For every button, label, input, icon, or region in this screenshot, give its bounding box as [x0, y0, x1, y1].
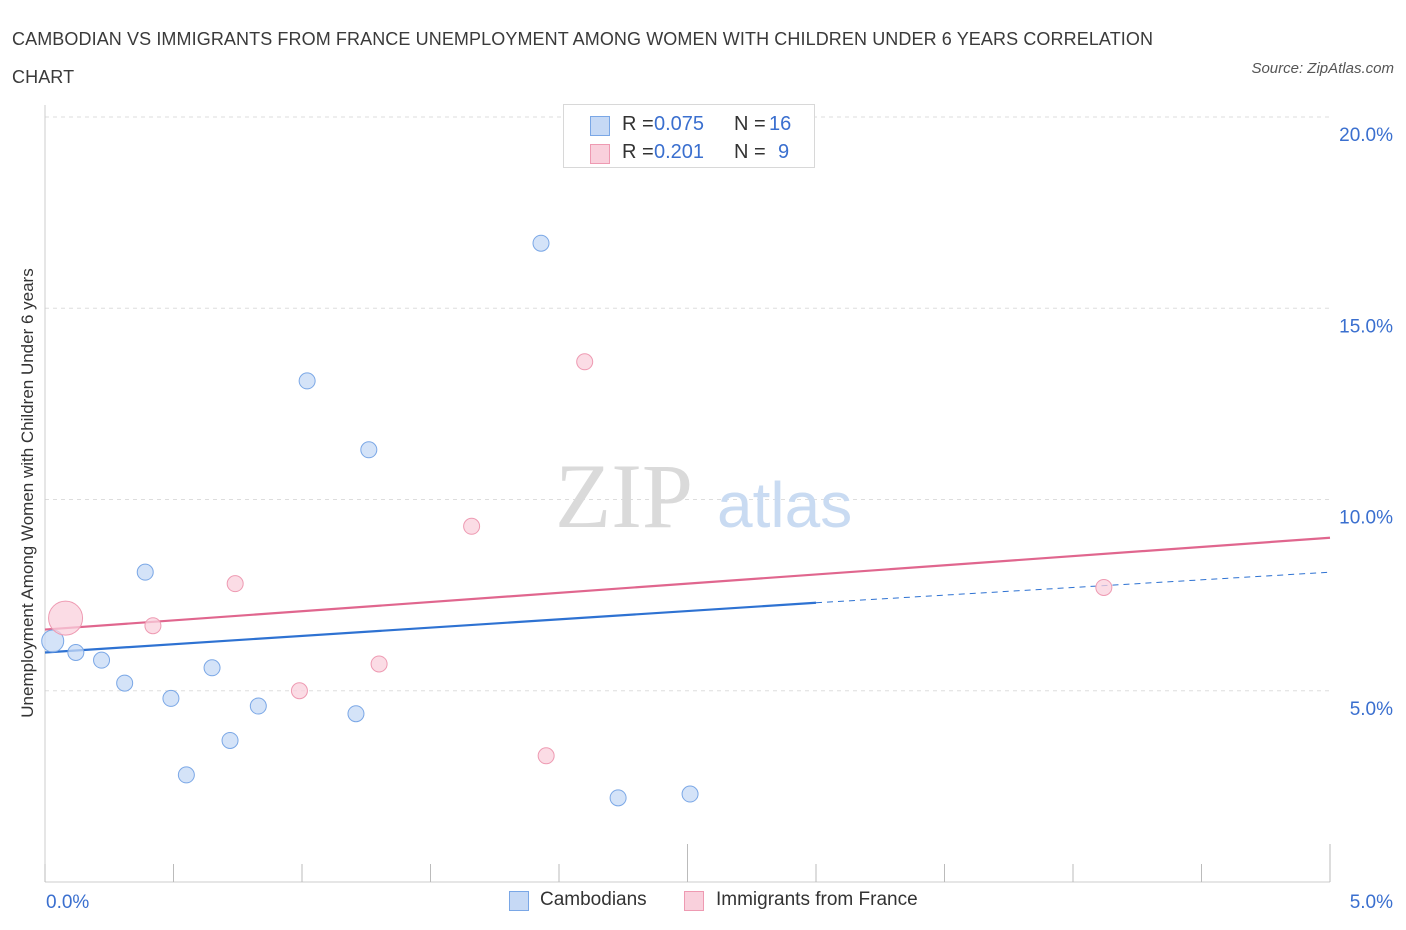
data-point-cambodians [177, 766, 195, 784]
data-point-france [226, 575, 244, 593]
source-label: Source: ZipAtlas.com [1251, 60, 1394, 77]
data-point-cambodians [681, 785, 699, 803]
data-point-france [537, 747, 555, 765]
n-value: 9 [778, 141, 790, 163]
data-point-cambodians [162, 689, 180, 707]
x-tick-label: 0.0% [46, 892, 89, 913]
data-point-cambodians [136, 563, 154, 581]
x-tick-label: 5.0% [1350, 892, 1393, 913]
data-point-france [576, 353, 594, 371]
data-point-cambodians [249, 697, 267, 715]
data-point-cambodians [67, 644, 85, 661]
gridlines [45, 116, 1330, 692]
data-point-cambodians [203, 659, 221, 677]
watermark: ZIP atlas [555, 445, 852, 547]
data-point-france [290, 682, 308, 700]
data-point-cambodians [116, 674, 134, 692]
data-point-cambodians [609, 789, 627, 807]
france-legend-swatch [684, 891, 704, 911]
n-label: N = [734, 141, 766, 163]
tick-labels: 5.0% 10.0% 15.0% 20.0% 0.0% 5.0% [46, 125, 1393, 913]
r-value: 0.201 [654, 141, 705, 163]
stats-legend: R = 0.075 N = 16 R = 0.201 N = 9 [563, 104, 815, 168]
y-tick-label: 10.0% [1339, 508, 1393, 529]
data-point-cambodians [360, 441, 378, 459]
cambodians-legend-label: Cambodians [540, 889, 647, 910]
n-value: 16 [769, 113, 792, 135]
watermark-atlas: atlas [717, 469, 852, 541]
stats-row-france: R = 0.201 N = 9 [564, 139, 814, 167]
cambodians-legend-swatch [509, 891, 529, 911]
r-label: R = [622, 141, 654, 163]
data-point-france [463, 517, 481, 535]
data-point-france [1095, 578, 1113, 596]
y-tick-label: 5.0% [1350, 699, 1393, 720]
n-label: N = [734, 113, 766, 135]
trend-line-cambodians [44, 601, 817, 654]
trend-lines [44, 536, 1331, 654]
trend-line-extension [815, 571, 1331, 604]
cambodians-swatch [590, 116, 610, 136]
data-point-cambodians [93, 651, 111, 669]
france-legend-label: Immigrants from France [716, 889, 918, 910]
data-point-cambodians [298, 372, 316, 390]
y-tick-label: 20.0% [1339, 125, 1393, 146]
data-point-france [48, 600, 84, 636]
data-point-france [144, 617, 162, 635]
trend-line-france [44, 536, 1331, 631]
stats-row-cambodians: R = 0.075 N = 16 [564, 111, 814, 139]
r-label: R = [622, 113, 654, 135]
data-point-cambodians [532, 234, 550, 252]
y-tick-label: 15.0% [1339, 316, 1393, 337]
data-points [41, 234, 1113, 807]
data-point-cambodians [221, 731, 239, 749]
data-point-cambodians [41, 629, 65, 653]
france-swatch [590, 144, 610, 164]
data-point-cambodians [347, 705, 365, 723]
r-value: 0.075 [654, 113, 705, 135]
axes [44, 105, 1331, 883]
data-point-france [370, 655, 388, 673]
chart-title: CAMBODIAN VS IMMIGRANTS FROM FRANCE UNEM… [12, 29, 1154, 87]
watermark-zip: ZIP [555, 445, 693, 547]
